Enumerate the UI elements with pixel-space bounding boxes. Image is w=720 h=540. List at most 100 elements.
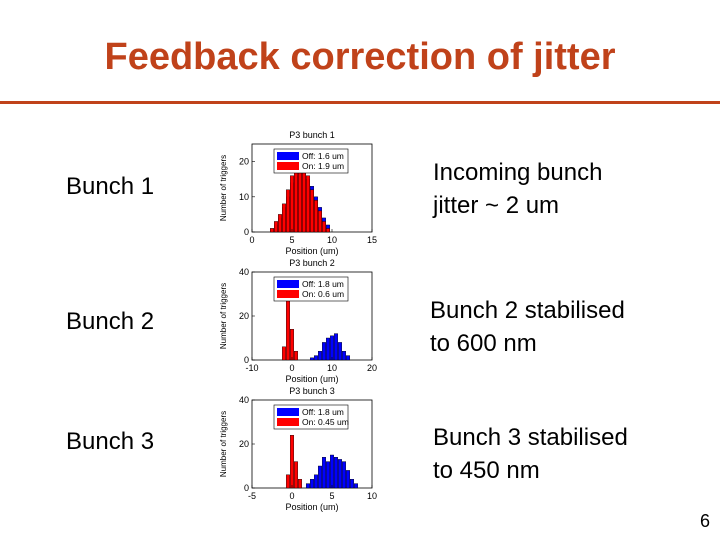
chart-2-xtick-label-1: 0 bbox=[289, 363, 294, 373]
chart-1-bar-on-1 bbox=[274, 221, 279, 233]
bunch-1-desc-line-2: jitter ~ 2 um bbox=[433, 192, 560, 219]
chart-2-bar-off-1 bbox=[313, 355, 318, 361]
chart-1-bar-on-13 bbox=[321, 221, 326, 233]
chart-1-xlabel: Position (um) bbox=[285, 246, 338, 256]
chart-1-ylabel: Number of triggers bbox=[219, 155, 228, 221]
chart-1-bar-on-6 bbox=[293, 168, 298, 233]
chart-3-bar-off-6 bbox=[329, 454, 334, 489]
chart-1-xtick-label-0: 0 bbox=[249, 235, 254, 245]
chart-3-ytick-label-0: 0 bbox=[244, 483, 249, 493]
chart-2-title: P3 bunch 2 bbox=[289, 258, 335, 268]
chart-3-xlabel: Position (um) bbox=[285, 502, 338, 512]
bunch-3-label: Bunch 3 bbox=[66, 428, 155, 455]
chart-3-bar-off-8 bbox=[337, 459, 342, 489]
chart-1-xtick-label-2: 10 bbox=[327, 235, 337, 245]
chart-1-bar-on-2 bbox=[277, 214, 282, 233]
chart-3-bar-off-5 bbox=[325, 461, 330, 489]
chart-3-ylabel: Number of triggers bbox=[219, 411, 228, 477]
chart-1-bar-on-14 bbox=[325, 228, 330, 233]
chart-3-title: P3 bunch 3 bbox=[289, 386, 335, 396]
chart-2-bar-on-0 bbox=[281, 346, 286, 361]
chart-3-legend-swatch-on bbox=[277, 418, 299, 426]
chart-2-ytick-label-1: 20 bbox=[239, 311, 249, 321]
chart-1-legend-swatch-on bbox=[277, 162, 299, 170]
chart-1-bar-on-11 bbox=[313, 200, 318, 233]
chart-2-ylabel: Number of triggers bbox=[219, 283, 228, 349]
chart-3-bar-off-11 bbox=[349, 478, 354, 489]
chart-2-xtick-label-0: -10 bbox=[245, 363, 258, 373]
chart-2-legend-label-off: Off: 1.8 um bbox=[302, 279, 344, 289]
bunch-1-description: Incoming bunch jitter ~ 2 um bbox=[433, 156, 602, 222]
bunch-3-desc-line-1: Bunch 3 stabilised bbox=[433, 424, 628, 451]
chart-3-xtick-label-2: 5 bbox=[329, 491, 334, 501]
chart-1-xtick-label-3: 15 bbox=[367, 235, 377, 245]
chart-3-legend-label-off: Off: 1.8 um bbox=[302, 407, 344, 417]
chart-1-bar-on-8 bbox=[301, 164, 306, 233]
chart-2-bar-off-2 bbox=[317, 350, 322, 361]
chart-2-ytick-label-0: 0 bbox=[244, 355, 249, 365]
chart-2-bar-off-7 bbox=[337, 342, 342, 361]
chart-2-legend-swatch-off bbox=[277, 280, 299, 288]
page-number: 6 bbox=[699, 511, 710, 531]
chart-2-bar-off-4 bbox=[325, 337, 330, 361]
bunch-1-label: Bunch 1 bbox=[66, 173, 155, 200]
chart-3-plot-area bbox=[251, 399, 373, 489]
chart-3-bar-on-1 bbox=[289, 435, 294, 489]
chart-3-xtick-label-1: 0 bbox=[289, 491, 294, 501]
chart-1-ytick-label-1: 10 bbox=[239, 192, 249, 202]
chart-1-bar-on-10 bbox=[309, 189, 314, 233]
chart-1-ytick-label-0: 0 bbox=[244, 227, 249, 237]
chart-3-bar-off-3 bbox=[317, 465, 322, 489]
chart-3-bar-off-12 bbox=[353, 483, 358, 489]
chart-3-bar-off-7 bbox=[333, 456, 338, 489]
chart-1-bar-on-12 bbox=[317, 210, 322, 233]
histogram-bunch-1: P3 bunch 1 0 5 10 15 0 10 20 Position (um) Number… bbox=[219, 130, 377, 256]
chart-2-xtick-label-3: 20 bbox=[367, 363, 377, 373]
chart-1-bar-on-9 bbox=[305, 175, 310, 233]
chart-1-legend-label-on: On: 1.9 um bbox=[302, 161, 344, 171]
chart-2-bar-off-8 bbox=[341, 350, 346, 361]
chart-3-bar-off-9 bbox=[341, 461, 346, 489]
chart-2-bar-on-2 bbox=[289, 328, 294, 361]
chart-1-bar-on-5 bbox=[289, 175, 294, 233]
chart-1-bar-on-4 bbox=[285, 189, 290, 233]
chart-3-ytick-label-1: 20 bbox=[239, 439, 249, 449]
bunch-2-description: Bunch 2 stabilised to 600 nm bbox=[430, 294, 625, 360]
chart-2-bar-off-3 bbox=[321, 342, 326, 361]
chart-1-legend-label-off: Off: 1.6 um bbox=[302, 151, 344, 161]
chart-3-bar-off-10 bbox=[345, 470, 350, 489]
chart-3-legend-label-on: On: 0.45 um bbox=[302, 417, 349, 427]
title-divider bbox=[0, 101, 720, 104]
chart-3-bar-off-2 bbox=[313, 474, 318, 489]
slide-title: Feedback correction of jitter bbox=[104, 36, 616, 78]
chart-1-bar-on-0 bbox=[270, 228, 275, 233]
chart-2-xtick-label-2: 10 bbox=[327, 363, 337, 373]
chart-2-bar-on-3 bbox=[293, 350, 298, 361]
chart-1-title: P3 bunch 1 bbox=[289, 130, 335, 140]
chart-3-ytick-label-2: 40 bbox=[239, 395, 249, 405]
chart-2-legend-swatch-on bbox=[277, 290, 299, 298]
chart-2-bar-off-6 bbox=[333, 333, 338, 361]
chart-2-legend-label-on: On: 0.6 um bbox=[302, 289, 344, 299]
chart-3-bar-off-1 bbox=[309, 478, 314, 489]
chart-1-xtick-label-1: 5 bbox=[289, 235, 294, 245]
chart-3-xtick-label-3: 10 bbox=[367, 491, 377, 501]
chart-1-ytick-label-2: 20 bbox=[239, 157, 249, 167]
chart-2-bar-on-1 bbox=[285, 298, 290, 361]
chart-3-bar-off-0 bbox=[305, 483, 310, 489]
bunch-2-desc-line-2: to 600 nm bbox=[430, 330, 537, 357]
bunch-1-desc-line-1: Incoming bunch bbox=[433, 159, 603, 186]
chart-3-bar-on-0 bbox=[285, 474, 290, 489]
bunch-3-description: Bunch 3 stabilised to 450 nm bbox=[433, 421, 628, 487]
chart-1-bar-on-7 bbox=[297, 171, 302, 233]
chart-1-bar-on-3 bbox=[281, 203, 286, 233]
chart-2-bar-off-0 bbox=[309, 357, 314, 361]
chart-2-bar-off-9 bbox=[345, 355, 350, 361]
chart-2-bar-off-5 bbox=[329, 335, 334, 361]
chart-3-xtick-label-0: -5 bbox=[248, 491, 256, 501]
bunch-3-desc-line-2: to 450 nm bbox=[433, 457, 540, 484]
chart-3-legend-swatch-off bbox=[277, 408, 299, 416]
chart-2-ytick-label-2: 40 bbox=[239, 267, 249, 277]
